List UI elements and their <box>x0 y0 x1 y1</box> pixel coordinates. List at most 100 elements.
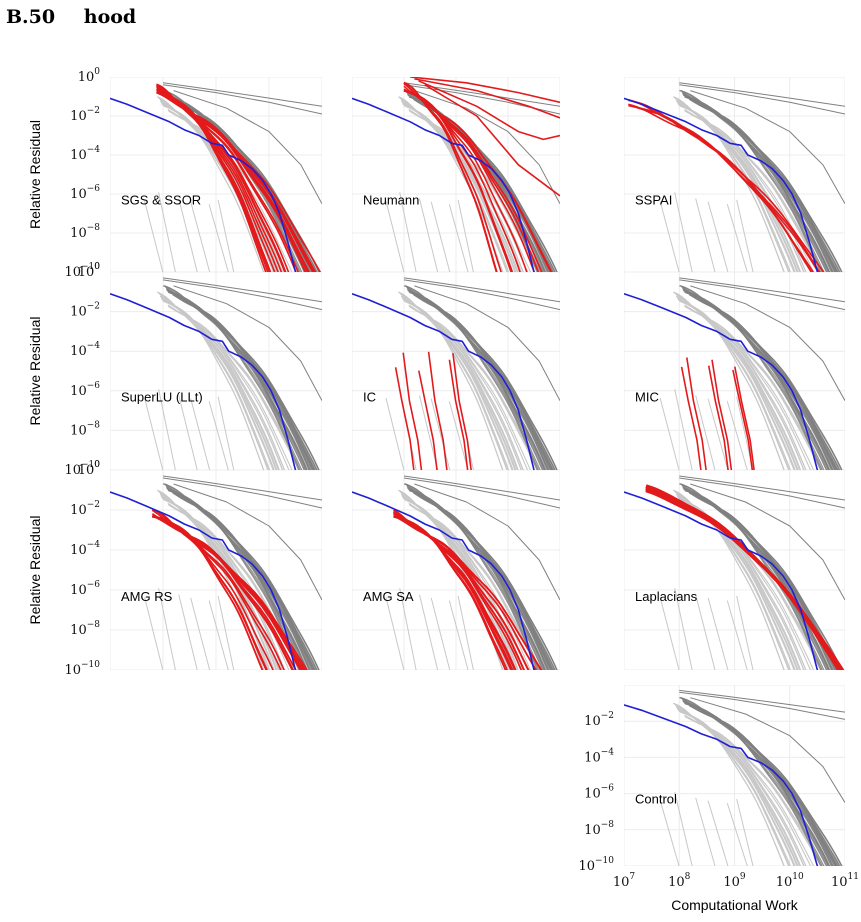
background-series-line <box>690 285 845 401</box>
y-tick-label: 10−8 <box>70 620 100 638</box>
background-series-line <box>161 299 280 470</box>
background-series-line <box>162 82 322 107</box>
highlight-series-line <box>393 516 526 670</box>
y-tick-label: 10−10 <box>64 460 100 478</box>
background-series-line <box>414 285 560 401</box>
reference-series-line <box>624 293 819 470</box>
y-tick-label: 100 <box>78 460 101 478</box>
x-tick-label: 1010 <box>776 872 804 890</box>
highlight-series-line <box>152 515 306 670</box>
highlight-series-line <box>151 509 274 670</box>
panel-label: SGS & SSOR <box>121 193 201 208</box>
background-series-line <box>679 84 845 115</box>
background-series-line <box>695 594 716 670</box>
background-series-line <box>403 277 560 303</box>
background-series-line <box>162 84 322 115</box>
background-series-line <box>674 388 693 470</box>
x-tick-label: 108 <box>668 872 691 890</box>
highlight-series-line <box>711 359 733 470</box>
x-tick-label: 1011 <box>831 872 859 890</box>
background-series-line <box>457 199 474 272</box>
background-series-line <box>208 600 229 670</box>
background-series-line <box>173 90 322 205</box>
highlight-series-line <box>394 367 415 470</box>
background-series-line <box>162 279 322 311</box>
highlight-series-line <box>452 353 472 470</box>
background-series-line <box>695 198 716 272</box>
highlight-series-line <box>410 77 560 104</box>
background-series-line <box>158 588 176 670</box>
background-series-line <box>217 595 235 670</box>
reference-series-line <box>624 704 819 866</box>
highlight-series-line <box>645 487 843 670</box>
background-series-line <box>679 689 845 713</box>
reference-series-line <box>624 491 819 670</box>
highlight-series-line <box>645 487 844 670</box>
background-series-line <box>403 475 560 501</box>
y-tick-label: 10−6 <box>584 784 614 802</box>
reference-series-line <box>110 491 297 670</box>
y-tick-label: 10−2 <box>70 302 100 320</box>
background-series-line <box>178 395 198 470</box>
background-series-line <box>399 192 417 272</box>
background-series-line <box>684 304 822 470</box>
y-axis-title: Relative Residual <box>27 516 43 625</box>
background-series-line <box>726 802 748 866</box>
section-title: hood <box>83 6 137 28</box>
highlight-series-line <box>424 84 560 197</box>
background-series-line <box>405 483 541 670</box>
background-series-line <box>217 396 235 470</box>
background-series-line <box>677 497 801 670</box>
highlight-series-line <box>645 486 843 670</box>
background-series-line <box>430 201 451 272</box>
background-series-line <box>158 192 176 272</box>
background-series-line <box>173 483 322 601</box>
background-series-line <box>736 798 754 866</box>
background-series-line <box>688 292 841 470</box>
y-tick-label: 10−2 <box>584 711 614 729</box>
background-series-line <box>448 600 469 670</box>
background-series-line <box>412 490 556 670</box>
background-series-line <box>190 597 211 670</box>
background-series-line <box>144 200 164 272</box>
y-tick-label: 100 <box>78 67 101 85</box>
y-tick-label: 10−6 <box>70 580 100 598</box>
background-series-line <box>414 483 560 601</box>
y-tick-label: 10−10 <box>64 660 100 678</box>
highlight-series-line <box>403 90 540 272</box>
background-series-line <box>726 401 748 470</box>
highlight-series-line <box>686 357 707 470</box>
y-tick-label: 10−10 <box>578 856 614 874</box>
background-series-line <box>674 588 693 670</box>
panel-neumann: Neumann <box>352 77 560 272</box>
panel-label: IC <box>363 390 376 405</box>
background-series-line <box>385 200 405 272</box>
panel-label: SSPAI <box>635 193 672 208</box>
panel-ic: IC <box>352 272 560 470</box>
background-series-line <box>403 82 560 107</box>
highlight-series-line <box>448 359 469 470</box>
background-series-line <box>164 285 303 470</box>
highlight-series-line <box>645 487 844 670</box>
background-series-line <box>674 192 693 272</box>
background-series-line <box>173 285 322 401</box>
background-series-line <box>659 397 680 470</box>
background-series-line <box>144 397 164 470</box>
background-series-line <box>385 597 405 670</box>
background-series-line <box>402 299 519 470</box>
background-series-line <box>688 703 841 866</box>
background-series-line <box>679 277 845 303</box>
background-series-line <box>208 401 229 470</box>
panel-sspai: SSPAI <box>624 77 845 272</box>
background-series-line <box>402 497 519 670</box>
x-axis-title: Computational Work <box>671 897 799 913</box>
background-series-line <box>707 800 729 866</box>
background-series-line <box>178 198 198 272</box>
background-series-line <box>414 90 560 205</box>
background-series-line <box>217 199 235 272</box>
section-number: B.50 <box>6 6 56 28</box>
background-series-line <box>690 90 845 205</box>
panel-label: SuperLU (LLt) <box>121 390 203 405</box>
background-series-line <box>682 700 830 866</box>
